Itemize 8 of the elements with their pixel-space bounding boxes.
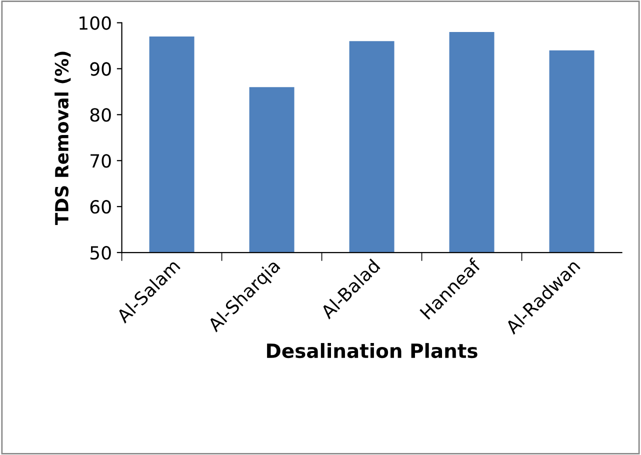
x-axis-title: Desalination Plants [267,343,478,358]
y-tick-label: 90 [90,62,111,76]
y-tick-label: 50 [90,246,111,260]
y-tick-label: 70 [90,154,111,168]
y-tick-label: 60 [90,200,111,214]
y-axis-title: TDS Removal (%) [54,52,71,226]
y-tick-label: 80 [90,108,111,122]
y-tick-label: 100 [80,16,111,30]
